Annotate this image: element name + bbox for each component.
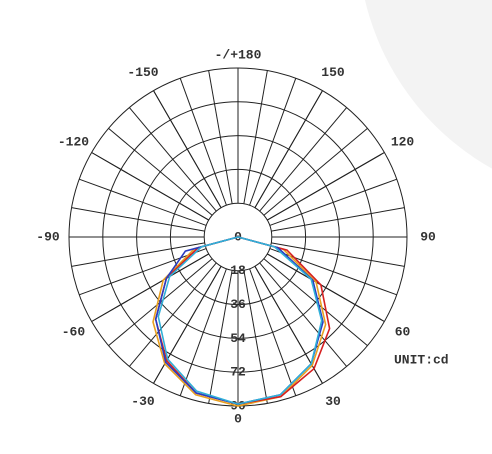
ring xyxy=(136,135,340,339)
angle-tick-label: 120 xyxy=(391,134,415,149)
angle-tick-label: 0 xyxy=(234,411,242,426)
angle-tick-label: -120 xyxy=(58,134,89,149)
ring xyxy=(102,101,374,373)
background-shape xyxy=(365,0,492,169)
unit-label: UNIT:cd xyxy=(394,352,449,367)
angle-tick-label: 90 xyxy=(420,229,436,244)
angle-tick-label: -/+180 xyxy=(215,47,262,62)
ring xyxy=(203,202,273,272)
angle-tick-label: -30 xyxy=(131,394,155,409)
angle-tick-label: 60 xyxy=(395,324,411,339)
r-tick-label: 54 xyxy=(230,331,246,346)
r-tick-label: 36 xyxy=(230,297,246,312)
angle-tick-label: -150 xyxy=(127,65,158,80)
r-tick-label: 72 xyxy=(230,365,246,380)
series-line xyxy=(152,236,327,407)
angle-tick-label: -60 xyxy=(62,324,86,339)
angle-tick-label: -90 xyxy=(36,229,60,244)
ring xyxy=(169,168,307,306)
r-tick-label: 18 xyxy=(230,263,246,278)
angle-tick-label: 30 xyxy=(325,394,341,409)
angle-tick-label: 150 xyxy=(321,65,345,80)
series-line xyxy=(157,236,323,405)
